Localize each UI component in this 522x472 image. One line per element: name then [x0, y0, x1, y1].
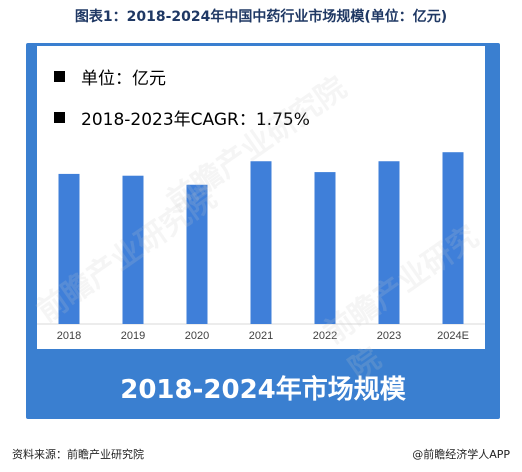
- legend-square-icon: [54, 71, 65, 82]
- bar-chart: 2018 2019 2020 2021 2022 2023 2024E: [37, 152, 485, 342]
- unit-legend: 单位：亿元: [54, 64, 166, 89]
- legend-square-icon: [54, 112, 65, 123]
- bar-2019: [122, 175, 144, 324]
- x-tick-label: 2024E: [437, 330, 469, 342]
- brand-note: @前瞻经济学人APP: [412, 448, 510, 461]
- x-tick-label: 2019: [121, 330, 145, 342]
- plot-panel: 2018 2019 2020 2021 2022 2023 2024E: [37, 46, 485, 349]
- x-tick-label: 2020: [185, 330, 209, 342]
- x-tick-label: 2023: [377, 330, 401, 342]
- unit-text: 单位：亿元: [81, 69, 166, 89]
- bar-2020: [186, 184, 208, 324]
- cagr-legend: 2018-2023年CAGR：1.75%: [54, 105, 310, 130]
- bar-2022: [314, 172, 336, 324]
- bar-2021: [250, 161, 272, 324]
- x-tick-label: 2018: [57, 330, 81, 342]
- chart-title: 图表1：2018-2024年中国中药行业市场规模(单位：亿元): [74, 9, 448, 25]
- bar-2023: [378, 161, 400, 324]
- x-tick-label: 2021: [249, 330, 273, 342]
- chart-banner: 2018-2024年市场规模: [120, 375, 406, 405]
- source-note: 资料来源：前瞻产业研究院: [12, 448, 144, 461]
- cagr-text: 2018-2023年CAGR：1.75%: [81, 110, 310, 130]
- bar-2024E: [442, 152, 464, 324]
- bar-2018: [58, 173, 80, 324]
- x-tick-label: 2022: [313, 330, 337, 342]
